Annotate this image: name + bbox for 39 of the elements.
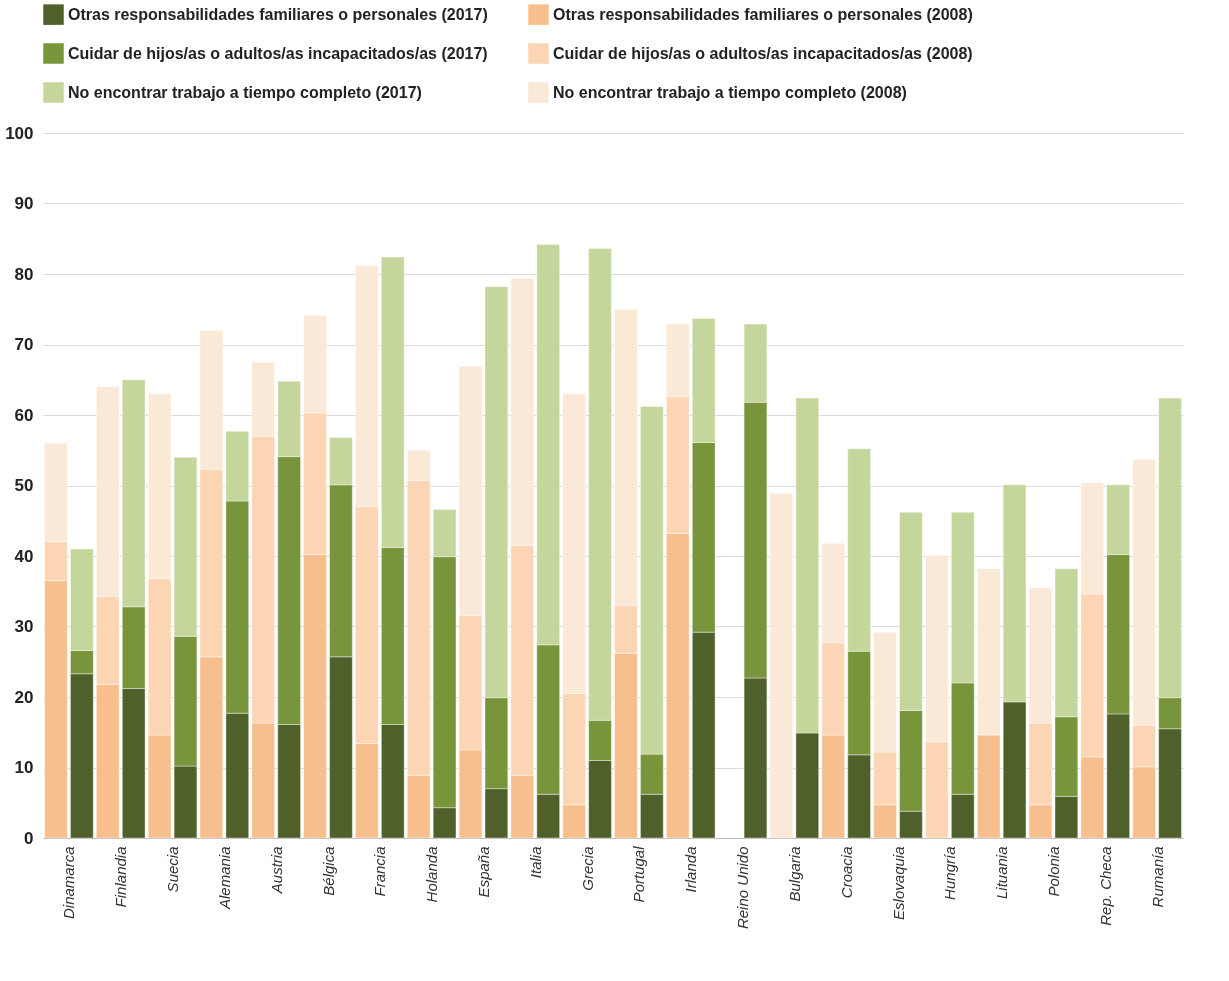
x-tick-label: Polonia bbox=[1044, 846, 1062, 897]
x-tick-label: Bélgica bbox=[319, 846, 337, 896]
x-tick-label: Holanda bbox=[423, 846, 441, 903]
x-tick-label: Croacia bbox=[837, 846, 855, 899]
x-tick-label: Grecia bbox=[578, 846, 596, 891]
x-tick-label: Francia bbox=[371, 846, 389, 897]
legend-label: No encontrar trabajo a tiempo completo (2017) bbox=[68, 83, 422, 101]
x-tick-label: Bulgaria bbox=[785, 846, 803, 902]
x-tick-label: Rep. Checa bbox=[1096, 846, 1114, 926]
y-tick-label: 30 bbox=[14, 617, 34, 636]
x-tick-label: España bbox=[474, 846, 492, 898]
x-tick-label: Italia bbox=[526, 846, 544, 879]
x-tick-label: Austria bbox=[267, 846, 285, 895]
y-tick-label: 10 bbox=[14, 758, 34, 777]
x-tick-label: Eslovaquia bbox=[889, 846, 907, 920]
x-tick-label: Hungría bbox=[941, 846, 959, 900]
y-tick-label: 100 bbox=[5, 123, 34, 143]
legend-label: Otras responsabilidades familiares o personales (2017) bbox=[68, 5, 488, 23]
x-tick-label: Finlandia bbox=[112, 846, 130, 908]
y-tick-label: 20 bbox=[14, 687, 34, 707]
y-tick-label: 0 bbox=[24, 828, 34, 848]
legend-label: Otras responsabilidades familiares o personales (2008) bbox=[553, 5, 973, 23]
x-tick-label: Reino Unido bbox=[734, 846, 752, 930]
x-tick-label: Irlanda bbox=[682, 846, 700, 893]
x-tick-label: Suecia bbox=[164, 846, 182, 893]
y-tick-label: 50 bbox=[14, 476, 34, 495]
y-tick-label: 70 bbox=[14, 335, 34, 354]
x-tick-label: Alemania bbox=[215, 846, 233, 911]
y-tick-label: 40 bbox=[14, 546, 34, 566]
x-tick-label: Lituania bbox=[993, 846, 1011, 900]
x-tick-label: Portugal bbox=[630, 845, 648, 903]
y-tick-label: 90 bbox=[14, 194, 34, 213]
x-tick-label: Rumanía bbox=[1148, 846, 1166, 908]
x-tick-label: Dinamarca bbox=[60, 846, 78, 920]
y-tick-label: 80 bbox=[14, 264, 34, 284]
legend-label: Cuidar de hijos/as o adultos/as incapacitados/as (2017) bbox=[68, 44, 488, 62]
legend-label: Cuidar de hijos/as o adultos/as incapacitados/as (2008) bbox=[553, 44, 973, 62]
legend-label: No encontrar trabajo a tiempo completo (2008) bbox=[553, 83, 907, 101]
y-tick-label: 60 bbox=[14, 405, 34, 425]
